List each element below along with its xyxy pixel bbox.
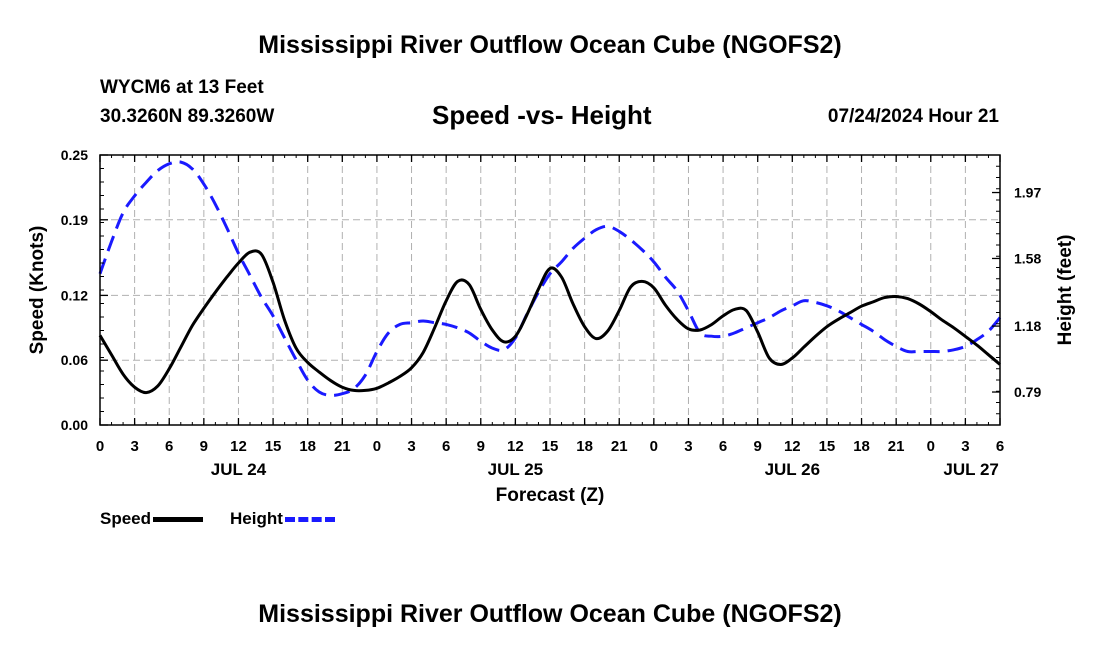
y-tick-label: 0.25 bbox=[61, 147, 88, 163]
y-tick-label: 0.12 bbox=[61, 287, 88, 303]
x-tick-label: 21 bbox=[888, 438, 905, 455]
x-tick-label: 18 bbox=[853, 438, 870, 455]
main-title: Mississippi River Outflow Ocean Cube (NG… bbox=[258, 31, 842, 59]
date-label: JUL 26 bbox=[765, 460, 820, 479]
legend-speed: Speed bbox=[100, 509, 204, 529]
x-tick-label: 9 bbox=[477, 438, 485, 455]
x-tick-label: 3 bbox=[407, 438, 415, 455]
x-tick-label: 15 bbox=[819, 438, 836, 455]
legend-height: Height bbox=[230, 509, 335, 529]
legend-height-label: Height bbox=[230, 509, 283, 528]
grid-lines bbox=[100, 155, 1000, 425]
date-label: JUL 25 bbox=[488, 460, 543, 479]
x-axis-title: Forecast (Z) bbox=[496, 485, 605, 506]
x-tick-label: 6 bbox=[719, 438, 727, 455]
x-tick-label: 21 bbox=[334, 438, 351, 455]
y-axis-title: Speed (Knots) bbox=[27, 226, 48, 355]
chart-subtitle: Speed -vs- Height bbox=[432, 100, 652, 130]
x-tick-label: 15 bbox=[542, 438, 559, 455]
date-label: JUL 24 bbox=[211, 460, 267, 479]
x-tick-label: 0 bbox=[650, 438, 658, 455]
x-tick-label: 6 bbox=[165, 438, 173, 455]
y2-tick-label: 1.97 bbox=[1014, 185, 1041, 201]
x-tick-label: 6 bbox=[442, 438, 450, 455]
x-tick-label: 12 bbox=[507, 438, 524, 455]
y2-axis-title: Height (feet) bbox=[1055, 235, 1076, 346]
x-tick-label: 9 bbox=[200, 438, 208, 455]
x-tick-label: 0 bbox=[927, 438, 935, 455]
x-tick-label: 3 bbox=[684, 438, 692, 455]
bottom-title: Mississippi River Outflow Ocean Cube (NG… bbox=[258, 600, 842, 628]
series-lines bbox=[98, 160, 1002, 397]
x-tick-label: 6 bbox=[996, 438, 1004, 455]
x-tick-label: 0 bbox=[373, 438, 381, 455]
x-tick-label: 3 bbox=[130, 438, 138, 455]
legend-speed-label: Speed bbox=[100, 509, 152, 528]
legend-height-swatch bbox=[284, 516, 335, 522]
x-tick-label: 18 bbox=[299, 438, 316, 455]
x-tick-label: 21 bbox=[611, 438, 628, 455]
x-tick-label: 18 bbox=[576, 438, 593, 455]
y2-tick-label: 1.58 bbox=[1014, 250, 1041, 266]
y-tick-label: 0.06 bbox=[61, 352, 88, 368]
legend-speed-swatch bbox=[153, 516, 204, 522]
forecast-datetime: 07/24/2024 Hour 21 bbox=[827, 106, 999, 127]
x-tick-label: 12 bbox=[230, 438, 247, 455]
x-tick-label: 15 bbox=[265, 438, 282, 455]
series-height-line bbox=[98, 160, 1002, 397]
y-tick-label: 0.00 bbox=[61, 417, 88, 433]
series-speed-line bbox=[98, 249, 1001, 395]
axis-ticks bbox=[99, 154, 1001, 426]
station-label: WYCM6 at 13 Feet bbox=[100, 77, 264, 98]
y2-tick-label: 0.79 bbox=[1014, 384, 1041, 400]
x-tick-label: 12 bbox=[784, 438, 801, 455]
x-tick-label: 9 bbox=[754, 438, 762, 455]
y2-tick-label: 1.18 bbox=[1014, 318, 1041, 334]
date-label: JUL 27 bbox=[943, 460, 998, 479]
station-coordinates: 30.3260N 89.3260W bbox=[100, 106, 275, 127]
y-tick-label: 0.19 bbox=[61, 212, 88, 228]
x-tick-label: 0 bbox=[96, 438, 104, 455]
x-tick-label: 3 bbox=[961, 438, 969, 455]
axis-labels: 0 3 6 9 12 15 18 21 0 3 6 9 12 15 18 21 0 3 6 9 12 15 18 21 0 3 6 J… bbox=[27, 147, 1076, 506]
